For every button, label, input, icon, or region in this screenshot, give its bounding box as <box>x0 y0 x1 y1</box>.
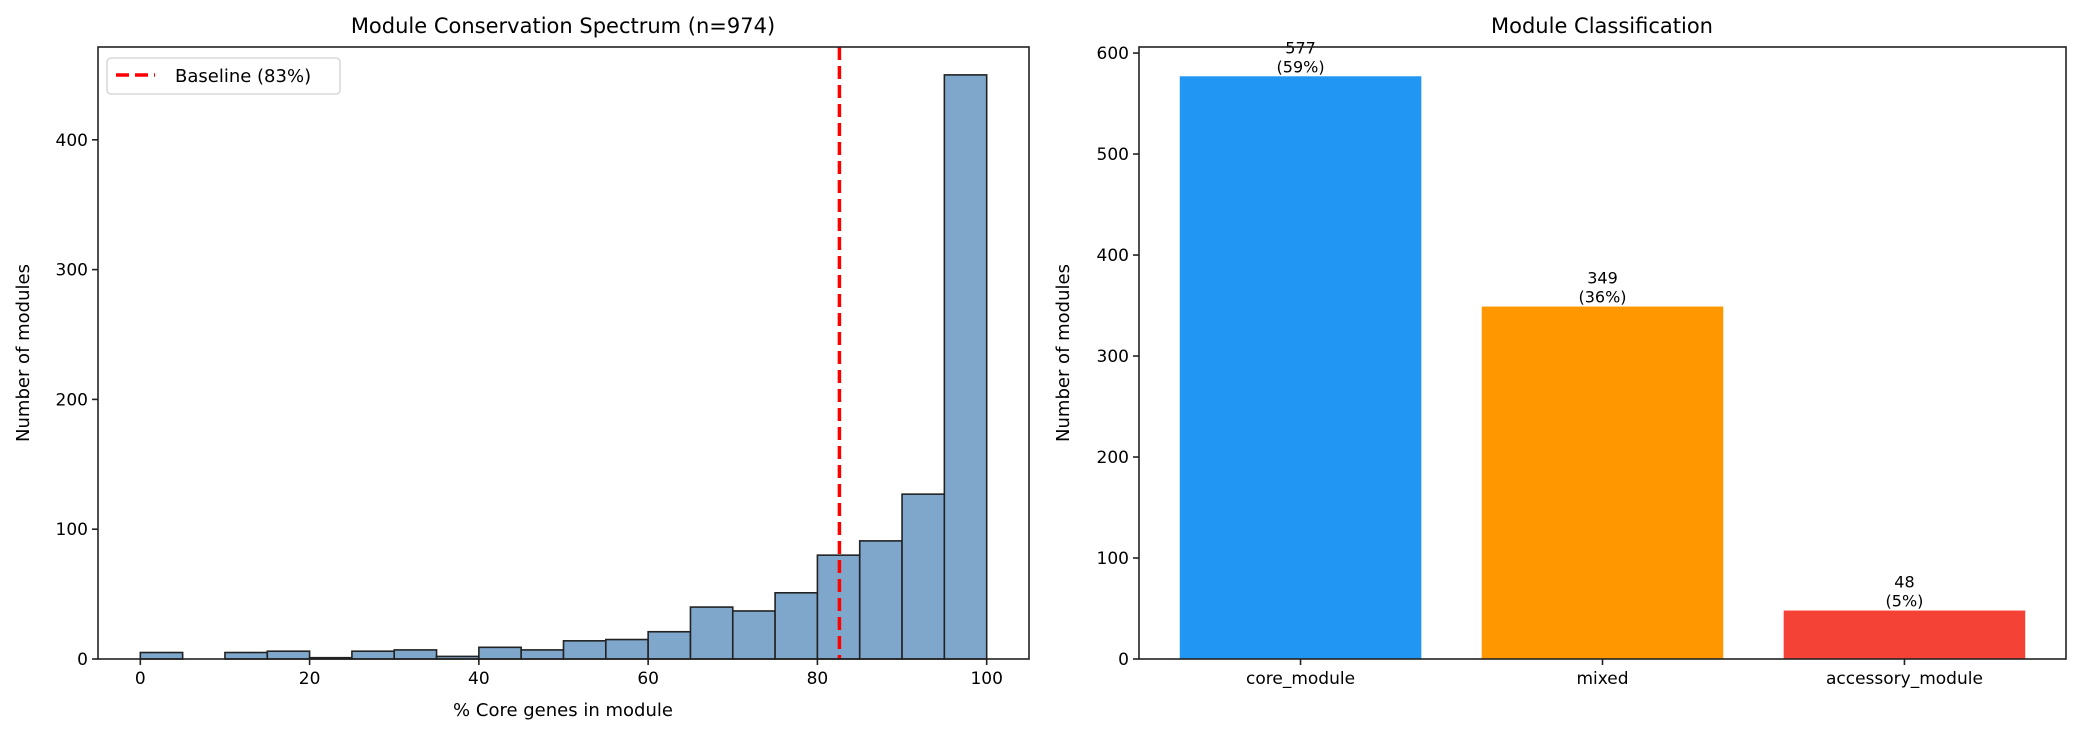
classification-ticks: core_module mixed accessory_module 0 100 200 3… <box>1097 44 1983 689</box>
bar-percent-label: (59%) <box>1277 57 1325 76</box>
y-tick-label: 500 <box>1097 145 1129 165</box>
x-tick-label: 0 <box>135 669 146 689</box>
y-tick-label: 600 <box>1097 44 1129 64</box>
bar-value-label: 349 <box>1587 269 1618 288</box>
x-tick-label: 40 <box>468 669 490 689</box>
classification-title: Module Classification <box>1491 14 1713 38</box>
histogram-bar <box>605 638 649 660</box>
histogram-bar <box>393 649 438 660</box>
x-tick-label: 60 <box>637 669 659 689</box>
y-tick-label: 200 <box>56 390 88 410</box>
y-tick-label: 400 <box>1097 246 1129 266</box>
bar-value-label: 48 <box>1894 573 1914 592</box>
classification-panel: Module Classification 577(59%)349(36%)48… <box>1053 14 2067 689</box>
y-tick-label: 400 <box>56 131 88 151</box>
histogram-bar <box>224 651 269 660</box>
classification-bars: 577(59%)349(36%)48(5%) <box>1179 38 2026 660</box>
y-tick-label: 300 <box>56 261 88 281</box>
histogram-bar <box>731 610 776 660</box>
histogram-bars <box>139 74 988 660</box>
legend-box <box>106 57 341 95</box>
histogram-bar <box>647 630 692 660</box>
histogram-axes-frame <box>97 46 1030 660</box>
y-tick-label: 100 <box>1097 549 1129 569</box>
histogram-title: Module Conservation Spectrum (n=974) <box>351 14 775 38</box>
legend-label: Baseline (83%) <box>175 66 311 87</box>
histogram-bar <box>943 74 988 660</box>
bar-core-module <box>1179 76 1422 660</box>
histogram-bar <box>478 646 522 660</box>
histogram-bar <box>901 493 946 660</box>
y-tick-label: 200 <box>1097 448 1129 468</box>
x-tick-label: core_module <box>1246 669 1355 689</box>
bar-mixed <box>1481 306 1724 659</box>
legend: Baseline (83%) <box>106 57 341 95</box>
y-tick-label: 300 <box>1097 347 1129 367</box>
histogram-bar <box>858 540 903 660</box>
histogram-panel: Module Conservation Spectrum (n=974) 0 20… <box>13 14 1030 721</box>
x-tick-label: 20 <box>299 669 321 689</box>
y-tick-label: 0 <box>77 650 88 670</box>
histogram-bar <box>689 606 734 660</box>
histogram-bar <box>520 649 565 660</box>
y-tick-label: 0 <box>1118 650 1129 670</box>
bar-percent-label: (5%) <box>1886 592 1924 611</box>
classification-y-axis-label: Number of modules <box>1053 264 1074 442</box>
histogram-bar <box>139 651 184 660</box>
histogram-bar <box>351 650 396 660</box>
x-tick-label: mixed <box>1576 669 1628 689</box>
classification-axes-frame <box>1138 46 2067 660</box>
histogram-bar <box>774 592 819 660</box>
bar-percent-label: (36%) <box>1578 288 1626 307</box>
histogram-ticks: 0 20 40 60 80 100 0 100 200 300 400 <box>56 131 1003 689</box>
x-tick-label: accessory_module <box>1826 669 1983 689</box>
bar-accessory-module <box>1783 610 2026 659</box>
histogram-y-axis-label: Number of modules <box>13 264 34 442</box>
histogram-bar <box>562 640 607 660</box>
histogram-bar <box>266 650 311 660</box>
histogram-x-axis-label: % Core genes in module <box>453 700 673 721</box>
x-tick-label: 100 <box>970 669 1002 689</box>
y-tick-label: 100 <box>56 520 88 540</box>
x-tick-label: 80 <box>807 669 829 689</box>
